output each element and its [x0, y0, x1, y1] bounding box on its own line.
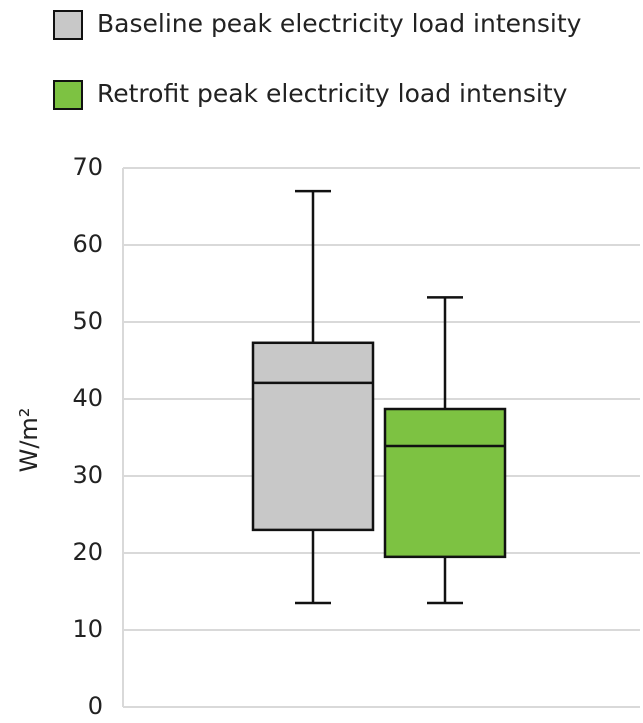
legend-label: Retrofit peak electricity load intensity — [97, 79, 568, 108]
y-tick-label: 60 — [72, 230, 103, 258]
y-tick-label: 70 — [72, 153, 103, 181]
y-tick-label: 10 — [72, 615, 103, 643]
legend-swatch — [53, 80, 83, 110]
y-tick-label: 50 — [72, 307, 103, 335]
y-tick-label: 40 — [72, 384, 103, 412]
y-tick-label: 20 — [72, 538, 103, 566]
legend-label: Baseline peak electricity load intensity — [97, 9, 582, 38]
box — [251, 341, 375, 532]
y-tick-label: 0 — [88, 692, 103, 720]
y-tick-label: 30 — [72, 461, 103, 489]
legend-swatch — [53, 10, 83, 40]
box — [383, 407, 507, 559]
y-axis-label: W/m² — [15, 408, 43, 473]
